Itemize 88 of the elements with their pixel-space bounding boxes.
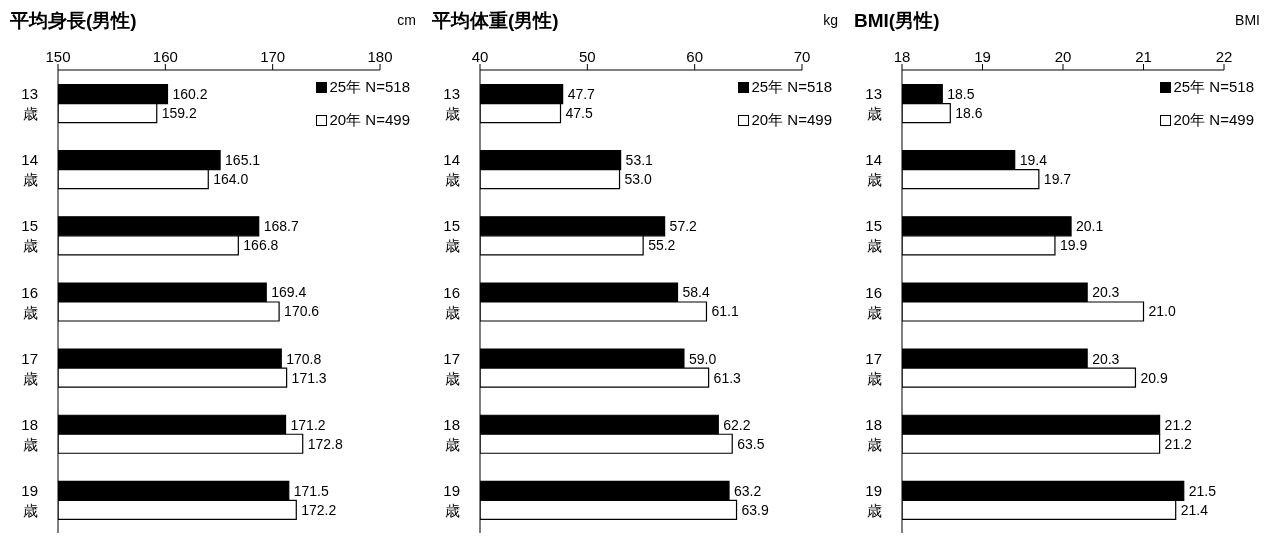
data-label: 18.6 (955, 105, 983, 122)
data-label: 171.2 (290, 416, 326, 433)
y-tick-label: 19歳 (443, 481, 460, 519)
data-label: 18.5 (947, 86, 975, 103)
x-axis-title: kg (823, 12, 838, 28)
chart-title: 平均身長(男性) (10, 9, 137, 33)
data-label: 59.0 (688, 350, 717, 367)
data-label: 166.8 (243, 237, 279, 254)
data-label: 159.2 (161, 105, 197, 122)
chart-title: 平均体重(男性) (432, 9, 559, 33)
x-axis-title: BMI (1235, 12, 1260, 28)
data-label: 47.7 (567, 86, 596, 103)
data-label: 20.1 (1076, 218, 1104, 235)
data-label: 63.2 (734, 482, 762, 499)
data-label: 160.2 (172, 86, 208, 103)
legend-label: 25年 N=518 (329, 78, 410, 97)
data-label: 55.2 (648, 237, 676, 254)
y-tick-label: 17歳 (21, 349, 38, 387)
data-label: 171.5 (293, 482, 330, 499)
data-label: 164.0 (213, 171, 249, 188)
y-tick-label: 16歳 (21, 283, 38, 321)
data-label: 53.1 (625, 152, 654, 169)
y-tick-label: 13歳 (865, 85, 882, 123)
data-label: 47.5 (565, 105, 593, 122)
data-label: 20.9 (1140, 369, 1168, 386)
data-label: 61.1 (711, 303, 739, 320)
x-tick-label: 150 (45, 48, 71, 65)
legend-label: 25年 N=518 (751, 78, 832, 97)
data-label: 19.7 (1043, 171, 1072, 188)
y-tick-label: 19歳 (865, 481, 882, 519)
y-tick-label: 17歳 (443, 349, 460, 387)
data-label: 165.1 (225, 152, 261, 169)
data-label: 19.4 (1019, 152, 1048, 169)
y-tick-label: 18歳 (865, 415, 882, 453)
y-tick-label: 17歳 (865, 349, 882, 387)
x-tick-label: 40 (471, 48, 489, 65)
data-label: 21.0 (1148, 303, 1176, 320)
x-tick-label: 170 (260, 48, 286, 65)
data-label: 63.9 (741, 501, 769, 518)
data-label: 172.8 (307, 435, 343, 452)
y-tick-label: 16歳 (865, 283, 882, 321)
y-tick-label: 18歳 (443, 415, 460, 453)
y-tick-label: 18歳 (21, 415, 38, 453)
x-tick-label: 160 (152, 48, 178, 65)
data-label: 20.3 (1092, 284, 1120, 301)
data-label: 57.2 (669, 218, 698, 235)
y-tick-label: 14歳 (21, 151, 38, 189)
data-label: 172.2 (301, 501, 337, 518)
y-tick-label: 14歳 (443, 151, 460, 189)
x-tick-label: 70 (793, 48, 811, 65)
data-label: 170.8 (286, 350, 322, 367)
x-tick-label: 19 (974, 48, 991, 65)
data-label: 170.6 (284, 303, 320, 320)
data-label: 61.3 (713, 369, 742, 386)
data-label: 63.5 (737, 435, 765, 452)
data-label: 21.5 (1188, 482, 1217, 499)
data-label: 58.4 (682, 284, 710, 301)
x-tick-label: 18 (893, 48, 911, 65)
data-label: 169.4 (271, 284, 307, 301)
y-tick-label: 13歳 (21, 85, 38, 123)
y-tick-label: 15歳 (865, 217, 882, 255)
data-label: 62.2 (723, 416, 751, 433)
legend-label: 20年 N=499 (751, 111, 832, 130)
x-tick-label: 60 (686, 48, 704, 65)
x-tick-label: 50 (578, 48, 596, 65)
y-tick-label: 16歳 (443, 283, 460, 321)
x-tick-label: 22 (1215, 48, 1233, 65)
y-tick-label: 15歳 (21, 217, 38, 255)
data-label: 19.9 (1059, 237, 1088, 254)
data-label: 21.2 (1164, 416, 1193, 433)
data-label: 21.2 (1164, 435, 1193, 452)
y-tick-label: 13歳 (443, 85, 460, 123)
data-label: 21.4 (1180, 501, 1209, 518)
legend-label: 20年 N=499 (1173, 111, 1254, 130)
y-tick-label: 15歳 (443, 217, 460, 255)
x-tick-label: 180 (367, 48, 393, 65)
chart-title: BMI(男性) (854, 9, 940, 33)
x-axis-title: cm (397, 12, 416, 28)
legend-label: 20年 N=499 (329, 111, 410, 130)
legend-label: 25年 N=518 (1173, 78, 1254, 97)
x-tick-label: 20 (1054, 48, 1072, 65)
y-tick-label: 14歳 (865, 151, 882, 189)
data-label: 20.3 (1092, 350, 1120, 367)
data-label: 168.7 (263, 218, 299, 235)
x-tick-label: 21 (1135, 48, 1152, 65)
data-label: 53.0 (624, 171, 652, 188)
y-tick-label: 19歳 (21, 481, 38, 519)
data-label: 171.3 (291, 369, 327, 386)
